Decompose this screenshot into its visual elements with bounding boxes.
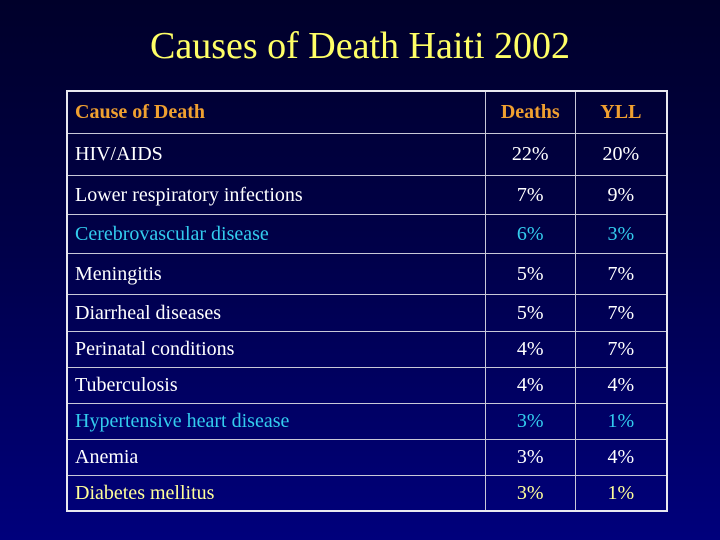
table-row: Lower respiratory infections 7% 9%: [66, 175, 668, 215]
cause-cell: Diarrheal diseases: [66, 294, 486, 332]
cause-cell: Hypertensive heart disease: [66, 403, 486, 440]
yll-cell: 7%: [574, 331, 668, 368]
cause-cell: Perinatal conditions: [66, 331, 486, 368]
yll-cell: 7%: [574, 294, 668, 332]
cause-cell: Diabetes mellitus: [66, 475, 486, 512]
header-yll: YLL: [574, 90, 668, 134]
yll-cell: 1%: [574, 403, 668, 440]
deaths-cell: 3%: [484, 475, 576, 512]
table-row: Hypertensive heart disease 3% 1%: [66, 403, 668, 440]
deaths-cell: 22%: [484, 133, 576, 176]
yll-cell: 9%: [574, 175, 668, 215]
cause-cell: Tuberculosis: [66, 367, 486, 404]
causes-of-death-table: Cause of Death Deaths YLL HIV/AIDS 22% 20%…: [66, 90, 668, 512]
cause-cell: Lower respiratory infections: [66, 175, 486, 215]
yll-cell: 20%: [574, 133, 668, 176]
yll-cell: 4%: [574, 367, 668, 404]
yll-cell: 7%: [574, 253, 668, 295]
table-row: Tuberculosis 4% 4%: [66, 367, 668, 404]
yll-cell: 1%: [574, 475, 668, 512]
deaths-cell: 4%: [484, 367, 576, 404]
header-cause: Cause of Death: [66, 90, 486, 134]
yll-cell: 4%: [574, 439, 668, 476]
table-row: Perinatal conditions 4% 7%: [66, 331, 668, 368]
table-row: Diarrheal diseases 5% 7%: [66, 294, 668, 332]
table-header-row: Cause of Death Deaths YLL: [66, 90, 668, 134]
slide-title: Causes of Death Haiti 2002: [149, 25, 571, 67]
deaths-cell: 4%: [484, 331, 576, 368]
deaths-cell: 5%: [484, 294, 576, 332]
table-row: Anemia 3% 4%: [66, 439, 668, 476]
table-row: HIV/AIDS 22% 20%: [66, 133, 668, 176]
deaths-cell: 5%: [484, 253, 576, 295]
deaths-cell: 3%: [484, 439, 576, 476]
deaths-cell: 7%: [484, 175, 576, 215]
table-row: Diabetes mellitus 3% 1%: [66, 475, 668, 512]
cause-cell: Meningitis: [66, 253, 486, 295]
table-row: Meningitis 5% 7%: [66, 253, 668, 295]
header-deaths: Deaths: [484, 90, 576, 134]
table-row: Cerebrovascular disease 6% 3%: [66, 214, 668, 254]
deaths-cell: 3%: [484, 403, 576, 440]
cause-cell: Anemia: [66, 439, 486, 476]
deaths-cell: 6%: [484, 214, 576, 254]
yll-cell: 3%: [574, 214, 668, 254]
cause-cell: HIV/AIDS: [66, 133, 486, 176]
cause-cell: Cerebrovascular disease: [66, 214, 486, 254]
